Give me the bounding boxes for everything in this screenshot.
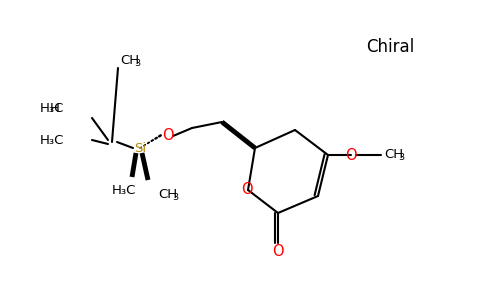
Text: O: O xyxy=(272,244,284,259)
Text: 3: 3 xyxy=(398,154,404,163)
Text: CH: CH xyxy=(120,53,139,67)
Text: H₃C: H₃C xyxy=(112,184,136,197)
Text: O: O xyxy=(162,128,174,143)
Text: Si: Si xyxy=(134,142,146,154)
Text: O: O xyxy=(345,148,357,163)
Text: 3: 3 xyxy=(172,194,178,202)
Text: 3: 3 xyxy=(134,58,140,68)
Text: H₃C: H₃C xyxy=(40,134,64,146)
Text: CH: CH xyxy=(158,188,177,202)
Text: H₃C: H₃C xyxy=(40,101,64,115)
Text: H: H xyxy=(50,101,60,115)
Text: Chiral: Chiral xyxy=(366,38,414,56)
Text: O: O xyxy=(241,182,253,197)
Text: CH: CH xyxy=(384,148,403,161)
